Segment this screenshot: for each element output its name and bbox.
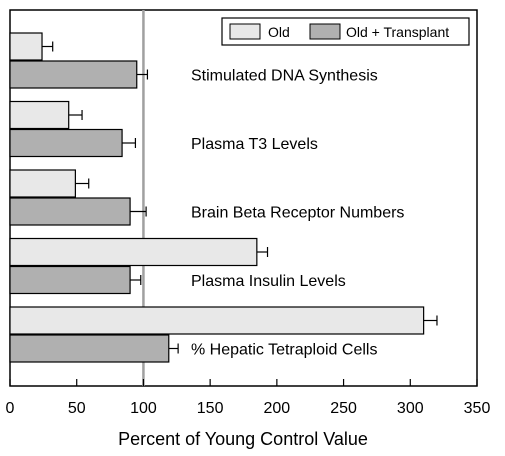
legend-swatch-old-transplant	[309, 23, 341, 40]
x-axis-title: Percent of Young Control Value	[118, 429, 368, 449]
bar-old-plasma-insulin-levels	[9, 237, 258, 267]
legend-box	[221, 17, 470, 46]
x-tick-label-100: 100	[130, 400, 157, 417]
bar-old-brain-beta-receptor-numbers	[9, 169, 76, 198]
bar-old-transplant-hepatic-tetraploid-cells	[9, 334, 170, 363]
x-tick-label-150: 150	[197, 400, 224, 417]
category-label-stimulated-dna-synthesis: Stimulated DNA Synthesis	[191, 68, 378, 85]
bar-old-transplant-plasma-t3-levels	[9, 128, 123, 158]
category-label-brain-beta-receptor-numbers: Brain Beta Receptor Numbers	[191, 205, 404, 222]
bar-old-plasma-t3-levels	[9, 100, 70, 130]
legend-swatch-old	[229, 23, 261, 40]
category-labels-layer: Stimulated DNA Synthesis Plasma T3 Levels…	[191, 68, 404, 359]
x-tick-label-50: 50	[68, 400, 86, 417]
legend: Old Old + Transplant	[221, 17, 470, 46]
x-tick-label-300: 300	[397, 400, 424, 417]
x-tick-label-350: 350	[464, 400, 491, 417]
legend-label-old-transplant: Old + Transplant	[346, 24, 449, 40]
bar-old-hepatic-tetraploid-cells	[9, 306, 425, 335]
x-tick-label-250: 250	[330, 400, 357, 417]
bar-old-stimulated-dna-synthesis	[9, 32, 43, 61]
x-tick-label-0: 0	[6, 400, 15, 417]
bar-old-transplant-brain-beta-receptor-numbers	[9, 197, 131, 226]
category-label-plasma-insulin-levels: Plasma Insulin Levels	[191, 273, 346, 290]
category-label-hepatic-tetraploid-cells: % Hepatic Tetraploid Cells	[191, 342, 377, 359]
bar-old-transplant-plasma-insulin-levels	[9, 265, 131, 295]
bars-layer	[9, 32, 438, 363]
category-label-plasma-t3-levels: Plasma T3 Levels	[191, 136, 318, 153]
bar-old-transplant-stimulated-dna-synthesis	[9, 60, 138, 89]
x-axis-ticks-layer: 0 50 100 150 200 250 300 350	[6, 379, 491, 417]
legend-label-old: Old	[268, 24, 290, 40]
x-tick-label-200: 200	[264, 400, 291, 417]
